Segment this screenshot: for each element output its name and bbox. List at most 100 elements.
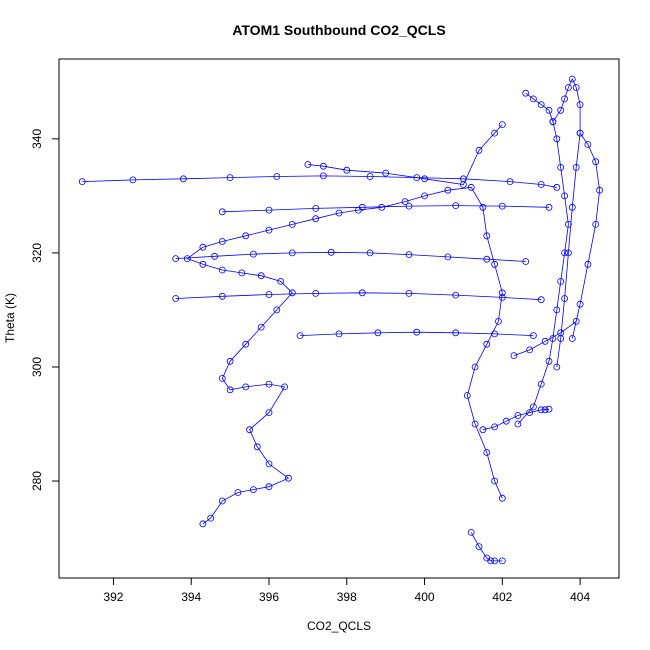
series-3-point-4 [327,248,335,256]
y-axis-label: Theta (K) [3,293,17,343]
series-5-point-5 [491,330,499,338]
series-1-point-6 [366,173,374,180]
series-10-point-6 [576,300,584,308]
series-1-line [82,175,557,188]
series-6-point-8 [498,121,506,128]
series-0-point-10 [265,409,273,417]
series-0-point-0 [199,520,207,528]
series-7-point-1 [475,543,483,550]
x-tick-label-1: 394 [181,590,201,604]
series-8-point-10 [557,163,565,171]
series-2-point-5 [405,289,413,297]
series-11-point-7 [545,405,553,413]
series-12-point-0 [510,352,518,360]
x-tick-label-5: 402 [492,590,512,604]
series-6-point-3 [382,169,390,177]
x-tick-label-2: 396 [259,590,279,604]
series-0-point-3 [234,489,242,496]
series-0-point-35 [378,203,386,211]
series-1-point-0 [78,178,86,186]
series-9-point-11 [561,295,568,302]
series-9-point-8 [572,163,580,171]
series-8-point-4 [549,335,557,342]
series-11-point-1 [491,423,499,431]
series-12-point-3 [557,329,565,337]
series-0-point-18 [257,323,265,331]
y-tick-label-2: 320 [30,243,44,263]
series-9-point-9 [568,203,576,211]
series-0-point-40 [479,203,487,211]
series-8-point-13 [545,106,553,114]
data-points [78,75,603,565]
series-1-point-2 [179,175,187,183]
series-0-point-12 [265,380,273,388]
series-11-point-3 [514,412,522,419]
y-tick-label-3: 340 [30,129,44,149]
series-4-point-6 [498,202,506,210]
series-0-point-20 [288,289,296,297]
series-0-point-21 [277,277,285,285]
series-0-point-46 [471,363,479,371]
series-9-point-4 [568,75,576,83]
series-1-point-1 [129,176,137,184]
plot-frame [58,58,620,579]
series-6-point-4 [421,175,429,183]
series-5-point-0 [296,332,304,340]
series-3-point-7 [444,253,452,261]
series-2-point-1 [218,292,226,300]
series-3-line [175,251,526,262]
series-8-point-5 [553,306,561,314]
series-4-point-5 [452,202,460,210]
series-0-point-23 [238,269,246,277]
series-10-point-5 [584,260,592,268]
series-0-point-47 [463,392,471,399]
series-6-point-5 [459,181,467,188]
series-0-point-7 [265,460,273,468]
series-6-point-6 [475,146,483,154]
series-6-point-1 [319,162,327,170]
series-11-point-4 [526,409,533,417]
series-0-point-28 [218,238,226,245]
series-3-point-0 [172,255,180,263]
series-9-point-1 [557,106,565,114]
series-1-point-7 [413,174,421,182]
series-2-line [175,292,542,301]
series-0-point-1 [207,514,215,522]
series-0-point-33 [335,209,343,217]
series-0-point-16 [226,357,234,365]
series-12-point-1 [526,346,533,354]
series-3-point-5 [366,249,374,257]
series-1-point-9 [506,178,514,186]
series-4-point-4 [405,202,413,210]
series-8-point-16 [522,89,530,97]
series-2-point-6 [452,291,460,299]
series-6-line [307,124,503,185]
series-0-point-2 [218,497,226,505]
series-10-point-0 [576,129,584,137]
x-tick-label-0: 392 [103,590,123,604]
series-0-point-50 [491,477,499,485]
series-8-point-2 [537,380,545,388]
series-5-point-6 [530,332,537,340]
series-11-point-0 [479,426,487,434]
series-0-point-25 [199,260,207,268]
series-0-point-11 [281,383,289,391]
series-8-point-14 [537,101,545,108]
x-tick-label-3: 398 [337,590,357,604]
series-10-point-4 [592,220,600,228]
series-0-point-27 [199,243,207,251]
series-9-point-5 [572,84,580,91]
series-7-point-4 [491,557,499,565]
series-0-point-5 [265,483,273,491]
series-0-point-22 [257,272,265,280]
series-1-point-10 [537,181,545,188]
series-0-line [186,186,503,525]
series-3-point-1 [211,252,219,260]
series-0-point-17 [242,340,250,348]
series-0-point-19 [273,306,281,314]
series-0-point-14 [226,386,234,394]
series-0-point-9 [246,426,254,434]
series-8-point-7 [561,249,568,257]
series-0-point-4 [249,486,257,494]
series-7-line [470,532,503,562]
